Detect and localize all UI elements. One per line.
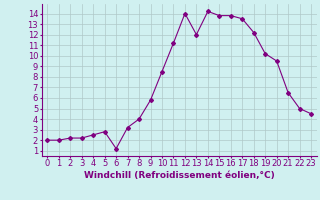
X-axis label: Windchill (Refroidissement éolien,°C): Windchill (Refroidissement éolien,°C) bbox=[84, 171, 275, 180]
